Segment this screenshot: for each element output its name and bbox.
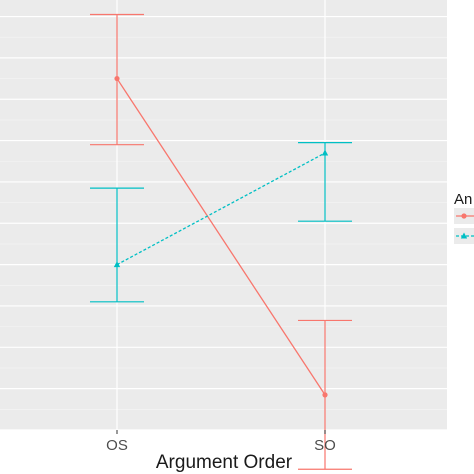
x-axis-ticks: OS SO — [106, 430, 336, 454]
minor-gridlines — [0, 36, 447, 410]
series-points — [113, 75, 329, 398]
legend-title: An — [454, 191, 472, 208]
x-tick-label-os: OS — [106, 437, 128, 454]
legend-key-marker-0 — [461, 213, 467, 219]
series-line-1 — [116, 152, 326, 266]
series-lines — [116, 78, 326, 396]
legend-keys — [454, 208, 474, 244]
series-point-1-1 — [321, 149, 329, 156]
x-axis-title: Argument Order — [156, 452, 293, 473]
series-point-1-0 — [113, 261, 121, 268]
plot-panel — [0, 0, 447, 430]
series-line-0 — [116, 78, 326, 396]
x-tick-label-so: SO — [314, 437, 336, 454]
series-point-0-1 — [322, 392, 328, 398]
series-point-0-0 — [114, 75, 120, 82]
legend-key-marker-1 — [460, 232, 468, 239]
